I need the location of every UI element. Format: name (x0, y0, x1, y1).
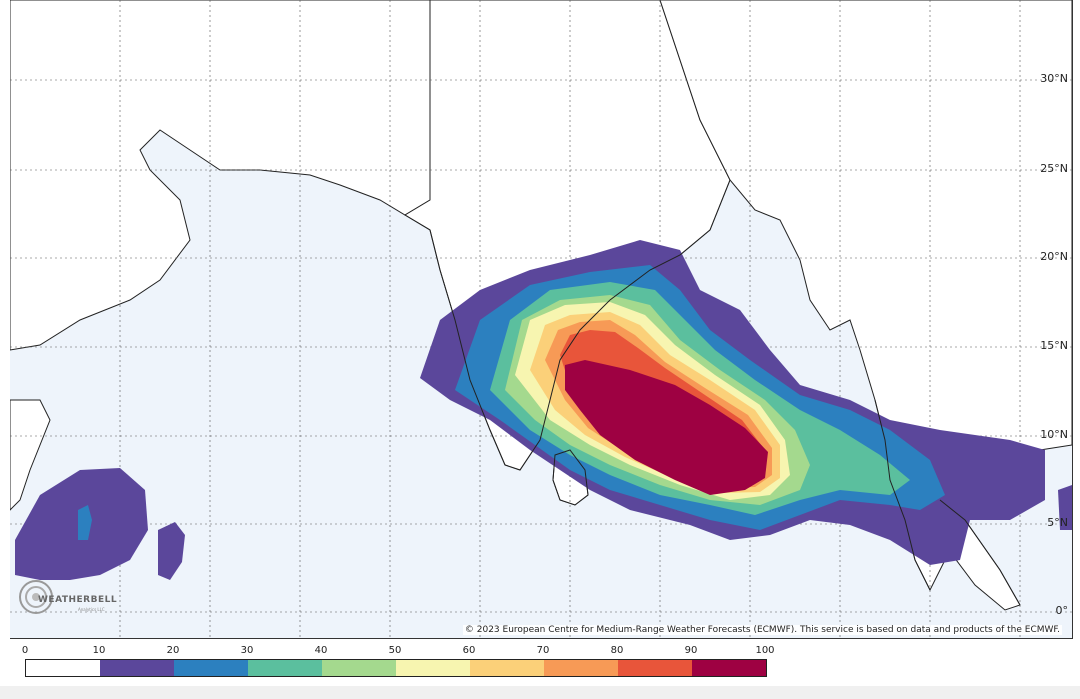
swirl-icon (19, 580, 53, 614)
colorbar-segment (618, 660, 692, 676)
logo-text: WEATHERBELL (38, 595, 118, 605)
logo-subtext: Analytics LLC (78, 607, 105, 612)
colorbar-tick: 100 (755, 645, 775, 656)
colorbar-tick: 30 (240, 645, 254, 656)
colorbar-tick: 80 (610, 645, 624, 656)
map-panel: 30°N 25°N 20°N 15°N 10°N 5°N 0° WEATHERB… (10, 0, 1073, 639)
colorbar-tick: 0 (21, 645, 29, 656)
bottom-strip (0, 686, 1080, 699)
colorbar-segment (322, 660, 396, 676)
lat-label-5n: 5°N (1047, 516, 1068, 529)
weatherbell-logo: WEATHERBELL Analytics LLC (16, 572, 126, 622)
colorbar-segment (396, 660, 470, 676)
colorbar-tick: 60 (462, 645, 476, 656)
prob-blob-east (1058, 485, 1072, 530)
prob-blob-small (158, 522, 185, 580)
colorbar-segment (26, 660, 100, 676)
colorbar-tick: 70 (536, 645, 550, 656)
probability-shading (15, 240, 1072, 580)
colorbar-tick: 40 (314, 645, 328, 656)
colorbar-segment (544, 660, 618, 676)
colorbar-segment (470, 660, 544, 676)
lat-label-15n: 15°N (1040, 339, 1068, 352)
lat-label-30n: 30°N (1040, 72, 1068, 85)
lat-label-20n: 20°N (1040, 250, 1068, 263)
copyright-notice: © 2023 European Centre for Medium-Range … (462, 625, 1062, 635)
colorbar (25, 659, 767, 677)
colorbar-tick: 10 (92, 645, 106, 656)
prob-blob-west-inner (78, 505, 92, 540)
colorbar-segment (248, 660, 322, 676)
colorbar-segment (100, 660, 174, 676)
graticule (10, 0, 1072, 638)
lat-label-10n: 10°N (1040, 428, 1068, 441)
lat-label-0: 0° (1055, 604, 1069, 617)
colorbar-tick: 20 (166, 645, 180, 656)
colorbar-segment (692, 660, 766, 676)
lat-label-25n: 25°N (1040, 162, 1068, 175)
coastlines (404, 179, 1021, 606)
land-africa (10, 399, 51, 511)
colorbar-tick: 90 (684, 645, 698, 656)
prob-90-100 (565, 360, 768, 495)
colorbar-tick: 50 (388, 645, 402, 656)
colorbar-segment (174, 660, 248, 676)
land-west-asia (10, 0, 431, 351)
forecast-map (10, 0, 1072, 638)
